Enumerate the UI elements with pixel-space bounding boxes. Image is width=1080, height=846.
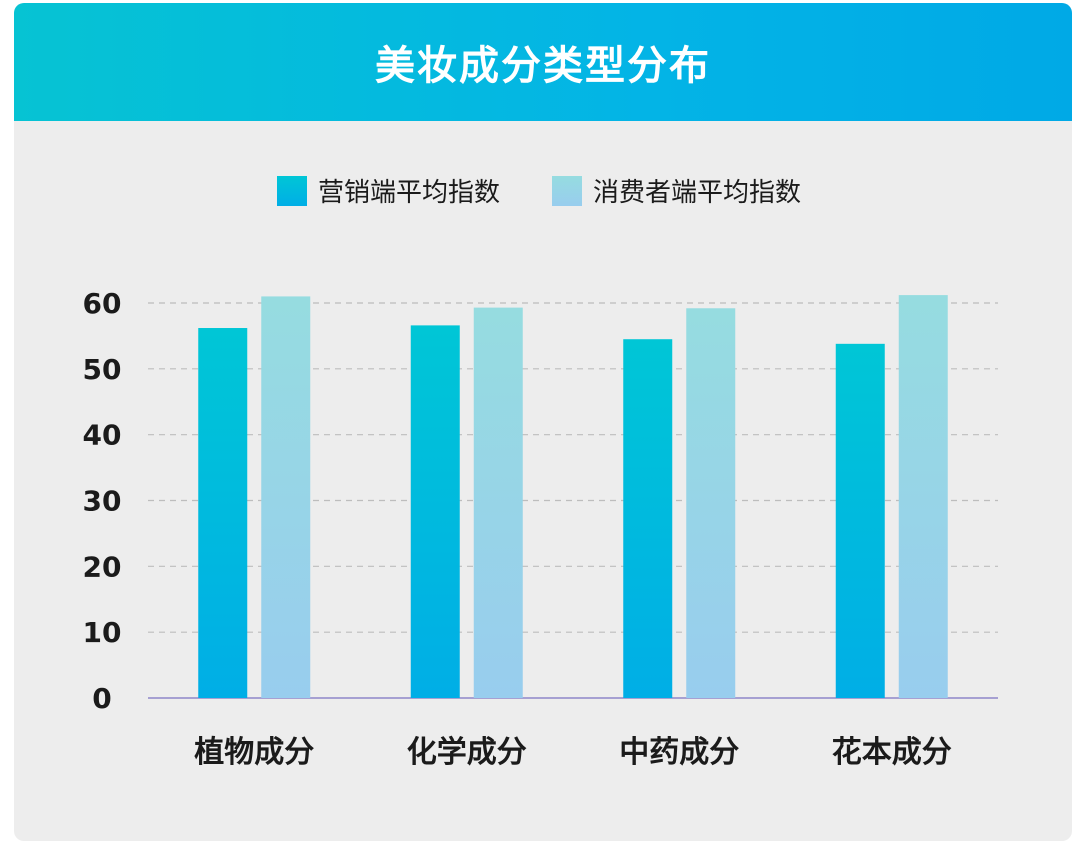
- y-tick-label: 50: [83, 353, 122, 386]
- y-tick-label: 20: [83, 550, 122, 583]
- bar-series1-3: [835, 343, 885, 698]
- bar-series2-1: [473, 307, 523, 698]
- bar-series2-2: [686, 308, 736, 698]
- legend-swatch-series2: [552, 176, 582, 206]
- legend: 营销端平均指数 消费者端平均指数: [277, 176, 801, 208]
- bar-series2-3: [898, 295, 948, 698]
- y-tick-label: 30: [83, 485, 122, 518]
- y-tick-label: 60: [83, 287, 122, 320]
- legend-swatch-series1: [277, 176, 307, 206]
- x-category-label: 中药成分: [619, 735, 739, 770]
- chart-header: 美妆成分类型分布: [14, 3, 1072, 121]
- bar-series1-2: [623, 339, 673, 698]
- chart-card: 美妆成分类型分布: [14, 3, 1072, 841]
- chart-title: 美妆成分类型分布: [375, 43, 711, 89]
- legend-label-series2: 消费者端平均指数: [593, 178, 801, 208]
- legend-label-series1: 营销端平均指数: [318, 178, 500, 208]
- y-tick-label: 0: [92, 682, 111, 715]
- bar-series1-1: [410, 325, 460, 698]
- y-tick-label: 10: [83, 616, 122, 649]
- y-tick-label: 40: [83, 419, 122, 452]
- bar-series1-0: [198, 328, 248, 698]
- x-category-label: 植物成分: [194, 735, 314, 770]
- x-category-label: 化学成分: [407, 735, 527, 770]
- bar-series2-0: [261, 296, 311, 698]
- x-category-label: 花本成分: [832, 735, 952, 770]
